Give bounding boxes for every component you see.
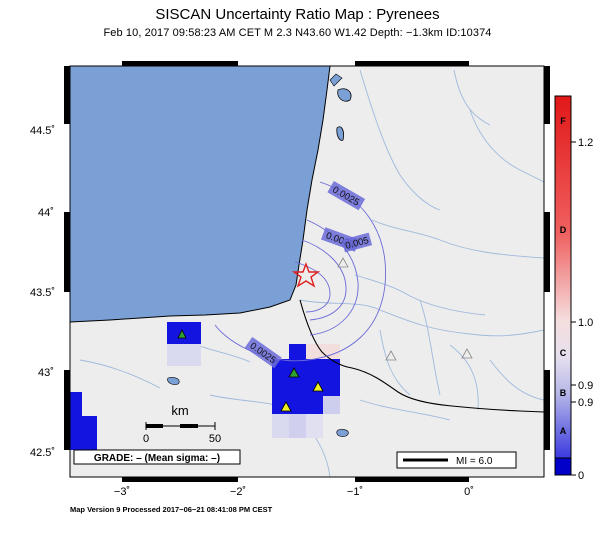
station-triangle-icon [288,367,300,378]
stations [177,257,473,469]
sea-area [70,66,331,323]
uncertainty-grid [70,322,340,450]
colorbar: F D C B A 1.2 1.0 0.9 0.9 0 [554,95,593,482]
scale-unit: km [171,403,188,418]
mi-legend-text: MI = 6.0 [456,456,493,467]
grade-letter: C [560,348,567,358]
station-triangle-icon [461,348,473,359]
colorbar-value: 0.9 [578,397,593,409]
colorbar-value: 0.9 [578,380,593,392]
scale-label-start: 0 [143,433,149,445]
grade-letter: A [560,426,567,436]
grade-text: GRADE: – (Mean sigma: –) [94,453,220,464]
grade-letter: F [560,116,566,126]
station-triangle-icon [385,350,397,361]
epicenter-star-icon [291,262,321,288]
grade-box: GRADE: – (Mean sigma: –) [73,449,241,465]
grade-letter: B [560,388,567,398]
colorbar-value: 0 [578,470,584,482]
colorbar-value: 1.2 [578,137,593,149]
lat-tick-label: 44˚ [38,207,54,219]
lon-tick-label: −3˚ [114,486,130,498]
scale-bar: km 0 50 [143,403,221,445]
station-triangle-icon [177,329,187,339]
border-line [299,299,544,413]
lat-tick-label: 42.5˚ [30,447,55,459]
frame-ticks [64,61,550,482]
mi-legend: MI = 6.0 [396,451,517,469]
colorbar-value: 1.0 [578,317,593,329]
station-triangle-icon [337,257,349,268]
latitude-labels: 44.5˚ 44˚ 43.5˚ 43˚ 42.5˚ [30,125,55,459]
scale-label-end: 50 [209,433,221,445]
lon-tick-label: −2˚ [230,486,246,498]
map-footer: Map Version 9 Processed 2017−06−21 08:41… [70,505,273,514]
longitude-labels: −3˚ −2˚ −1˚ 0˚ [114,486,474,498]
station-triangle-icon [280,401,292,412]
grade-letter: D [560,225,567,235]
lat-tick-label: 44.5˚ [30,125,55,137]
event-subtitle: Feb 10, 2017 09:58:23 AM CET M 2.3 N43.6… [103,27,492,39]
lon-tick-label: −1˚ [347,486,363,498]
lon-tick-label: 0˚ [464,486,474,498]
lat-tick-label: 43.5˚ [30,287,55,299]
lat-tick-label: 43˚ [38,367,54,379]
station-triangle-icon [312,381,324,392]
map-title: SISCAN Uncertainty Ratio Map : Pyrenees [155,6,440,23]
